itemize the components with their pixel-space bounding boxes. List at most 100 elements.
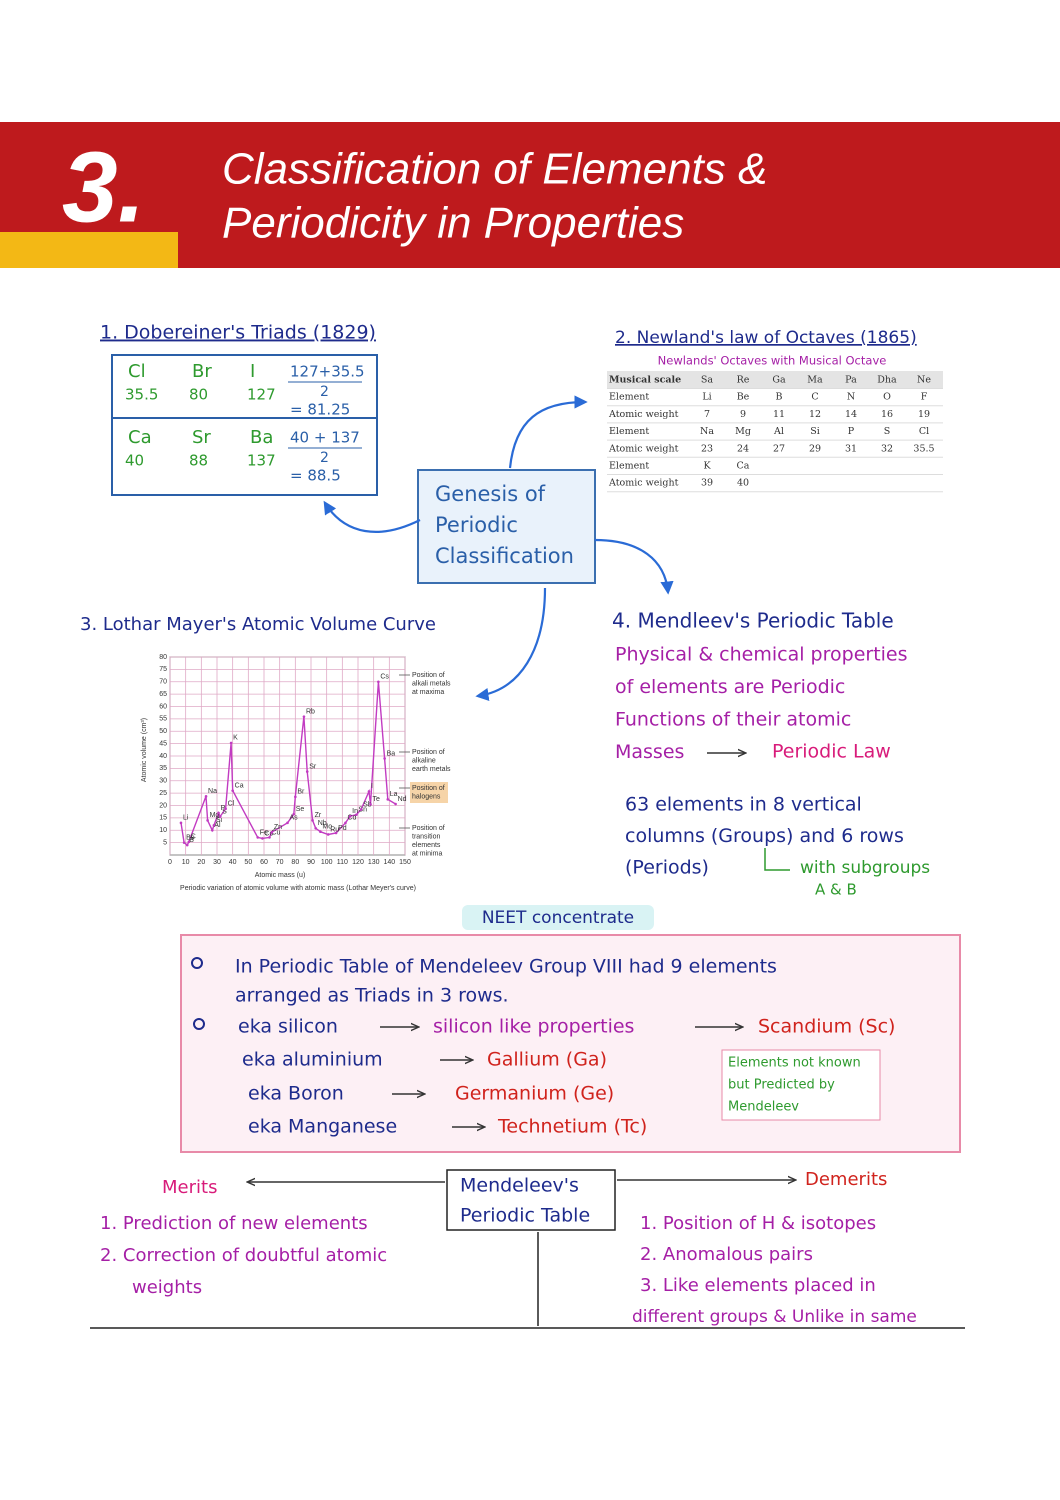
point <box>319 830 322 834</box>
table-cell: Re <box>737 375 750 386</box>
law-text: of elements are Periodic <box>615 676 845 698</box>
element: Ca <box>128 427 152 448</box>
point-label: In <box>352 808 358 815</box>
table-cell: Ma <box>807 375 823 386</box>
x-tick-label: 70 <box>276 859 284 866</box>
point-label: Be <box>186 834 195 841</box>
triad-box <box>111 354 378 496</box>
point <box>212 824 216 827</box>
group-text: (Periods) <box>625 857 709 879</box>
table-cell: Element <box>609 426 649 437</box>
table-cell: 31 <box>845 443 857 454</box>
merit: weights <box>132 1277 202 1298</box>
arrow <box>594 538 674 595</box>
eka-element: Technetium (Tc) <box>497 1116 647 1138</box>
eka-property: silicon like properties <box>433 1016 634 1038</box>
eka-name: eka Manganese <box>248 1116 397 1138</box>
note: with subgroups <box>800 858 930 878</box>
point <box>377 680 380 684</box>
x-tick-label: 50 <box>244 859 252 866</box>
eka-element: Germanium (Ge) <box>455 1083 614 1105</box>
point-label: Cu <box>271 829 280 836</box>
table-cell: 14 <box>845 409 857 420</box>
law-name: Periodic Law <box>772 741 891 763</box>
element: Ba <box>250 427 273 448</box>
point-label: Sr <box>309 763 317 770</box>
y-tick-label: 50 <box>159 728 167 735</box>
point-label: Mg <box>210 812 220 819</box>
y-tick-label: 80 <box>159 654 167 661</box>
table-cell: Mg <box>735 426 751 437</box>
point-label: Cs <box>380 674 389 681</box>
center-label: Genesis of <box>435 482 546 506</box>
center-box-bottom <box>446 1169 616 1231</box>
point-label: B <box>189 837 194 844</box>
table-cell: S <box>884 426 891 437</box>
section-number: 3. <box>62 131 145 243</box>
table-cell: Musical scale <box>609 375 681 386</box>
point-label: La <box>390 791 398 798</box>
table-cell: Atomic weight <box>608 478 679 489</box>
point-label: S <box>222 808 227 815</box>
bullet <box>191 957 203 969</box>
table-cell: Na <box>700 426 714 437</box>
point <box>270 830 274 834</box>
point <box>359 808 363 811</box>
table-cell: 11 <box>773 409 785 420</box>
point-label: Fe <box>260 829 268 836</box>
point <box>231 789 234 792</box>
y-tick-label: 40 <box>159 753 167 760</box>
y-tick-label: 25 <box>159 790 167 797</box>
table-cell: P <box>848 426 855 437</box>
neet-text: arranged as Triads in 3 rows. <box>235 985 509 1007</box>
point-label: I <box>371 783 373 790</box>
x-tick-label: 20 <box>197 859 205 866</box>
point-label: Na <box>208 788 217 795</box>
point <box>261 837 264 840</box>
point <box>179 821 183 825</box>
table-cell: Ca <box>737 461 750 472</box>
element: I <box>250 361 255 382</box>
eka-name: eka silicon <box>238 1016 338 1038</box>
point-label: K <box>233 735 238 742</box>
point-label: Ca <box>235 782 244 789</box>
point <box>294 795 297 799</box>
center-label: Classification <box>435 544 574 568</box>
point <box>206 819 209 822</box>
annotation: at maxima <box>412 689 444 696</box>
annotation: elements <box>412 842 441 849</box>
point <box>355 813 358 816</box>
center-label: Mendeleev's <box>460 1175 579 1197</box>
neet-text: In Periodic Table of Mendeleev Group VII… <box>235 956 777 978</box>
neet-tag <box>462 905 654 930</box>
table-cell: Atomic weight <box>608 409 679 420</box>
point-label: C <box>191 834 196 841</box>
table-cell: 40 <box>737 478 749 489</box>
calc: = 88.5 <box>290 467 341 485</box>
y-tick-label: 45 <box>159 740 167 747</box>
table-cell: Sa <box>701 375 714 386</box>
x-tick-label: 30 <box>213 859 221 866</box>
point <box>292 812 296 816</box>
table-cell: 23 <box>701 443 713 454</box>
table-cell: Ga <box>772 375 786 386</box>
chart-caption: Periodic variation of atomic volume with… <box>180 885 416 892</box>
table-cell: Element <box>609 392 649 403</box>
law-text: Physical & chemical properties <box>615 644 908 666</box>
annotation-bg <box>410 782 448 803</box>
point <box>229 741 233 745</box>
center-label: Periodic Table <box>460 1205 590 1227</box>
bullet <box>193 1018 205 1030</box>
x-tick-label: 80 <box>291 859 299 866</box>
annotation: transition <box>412 833 441 840</box>
neet-label: NEET concentrate <box>482 908 634 928</box>
table-caption: Newlands' Octaves with Musical Octave <box>658 354 887 368</box>
mass: 35.5 <box>125 386 158 404</box>
table-cell: 39 <box>701 478 713 489</box>
table-cell: 24 <box>737 443 749 454</box>
hook-arrow <box>764 848 790 871</box>
point <box>302 715 306 718</box>
header-title: Classification of Elements & <box>222 145 767 194</box>
table-cell: 27 <box>773 443 785 454</box>
table-cell: 12 <box>809 409 821 420</box>
